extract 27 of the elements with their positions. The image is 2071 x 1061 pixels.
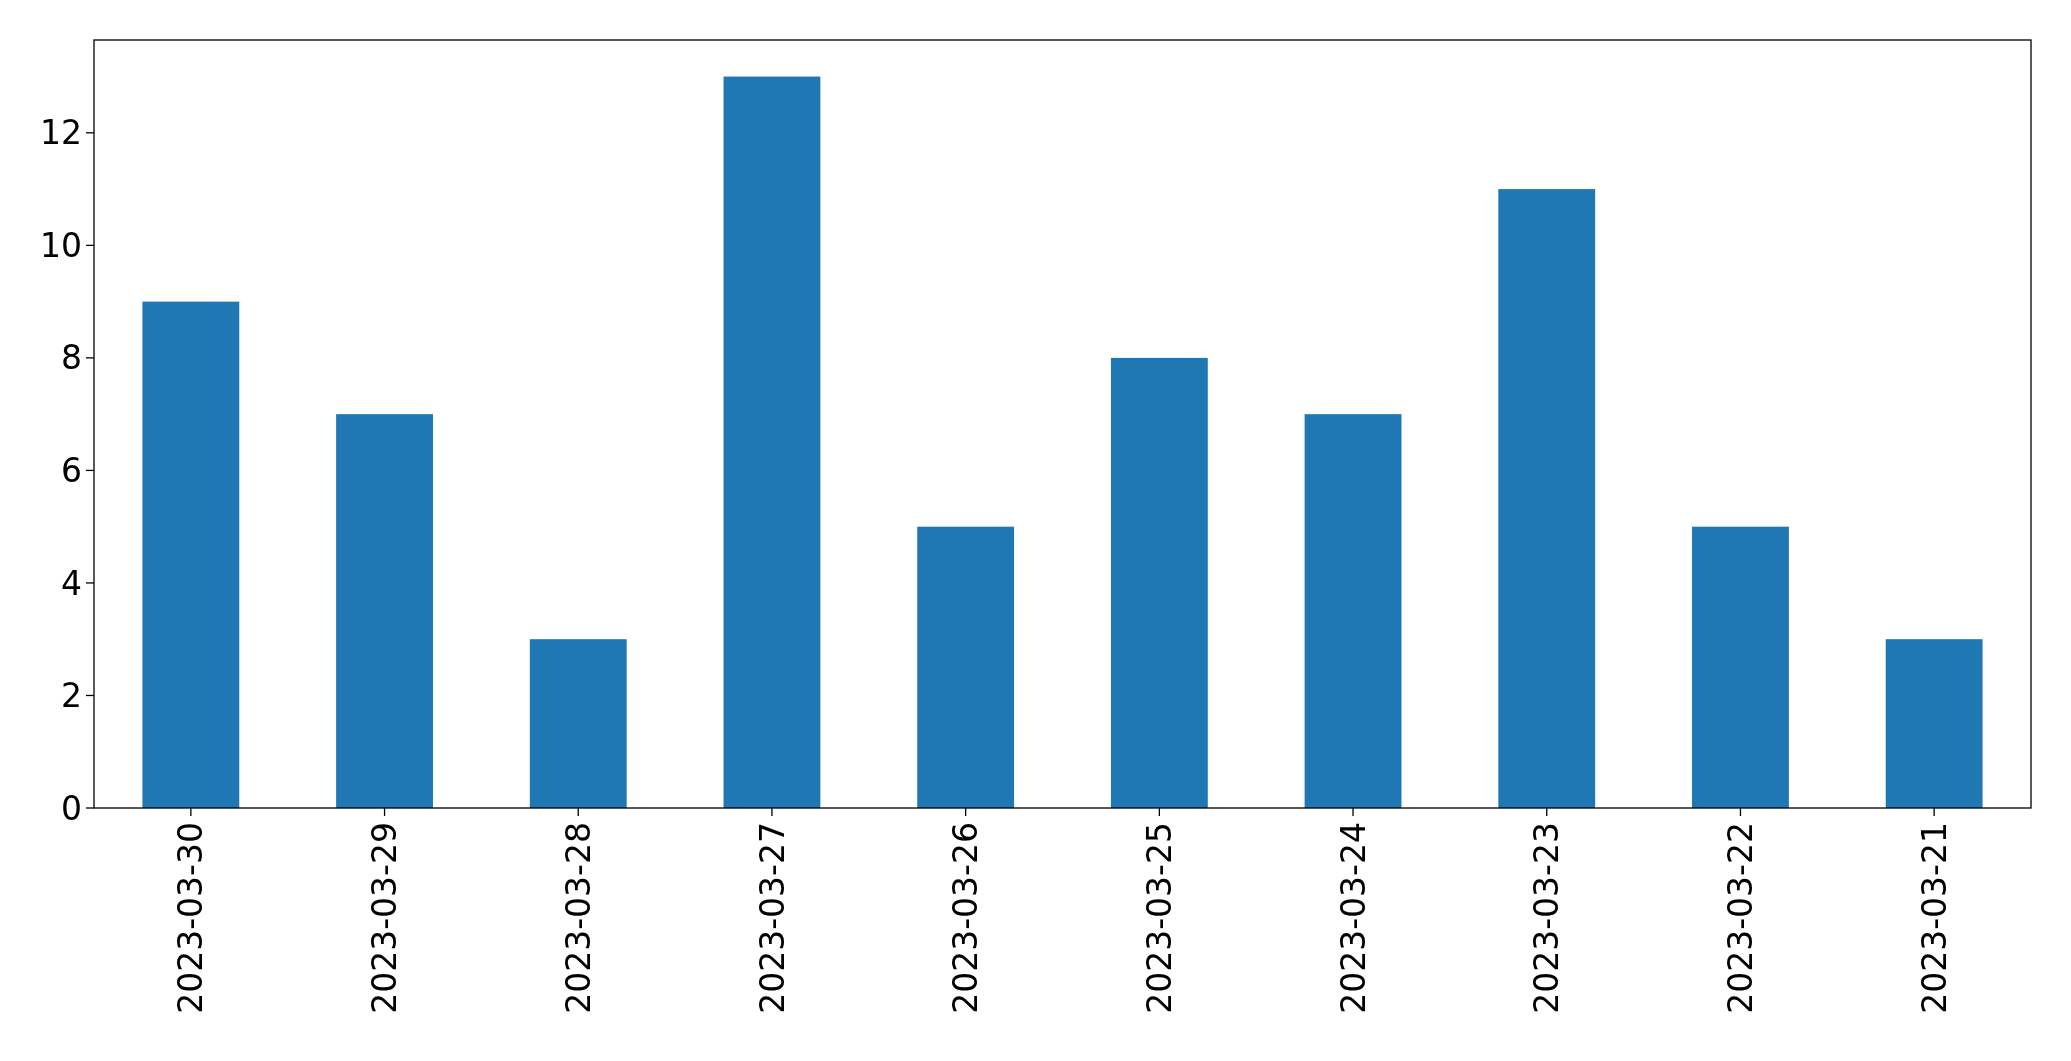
bar	[529, 639, 627, 808]
x-tick-label: 2023-03-28	[558, 822, 598, 1014]
x-tick-label: 2023-03-29	[365, 822, 405, 1014]
bar	[723, 76, 821, 808]
bar	[336, 414, 433, 808]
x-tick-label: 2023-03-25	[1139, 822, 1179, 1014]
x-tick-label: 2023-03-26	[946, 822, 986, 1014]
bar	[1304, 414, 1402, 808]
bar	[1885, 639, 1983, 808]
x-tick-label: 2023-03-21	[1914, 822, 1954, 1014]
y-tick-label: 6	[61, 450, 82, 490]
y-tick-label: 2	[61, 676, 82, 716]
y-tick-label: 0	[61, 788, 82, 828]
y-tick-label: 12	[40, 113, 82, 153]
x-tick-label: 2023-03-30	[171, 822, 211, 1014]
x-tick-label: 2023-03-22	[1721, 822, 1760, 1014]
y-tick-label: 4	[61, 563, 82, 603]
y-tick-label: 8	[61, 338, 82, 378]
x-tick-label: 2023-03-27	[752, 822, 792, 1014]
bar	[917, 526, 1015, 808]
bar	[142, 301, 240, 808]
x-tick-label: 2023-03-23	[1527, 822, 1567, 1014]
x-tick-label: 2023-03-24	[1333, 822, 1373, 1014]
bar	[1692, 526, 1789, 808]
y-tick-label: 10	[40, 225, 82, 265]
bar	[1110, 357, 1208, 808]
bar	[1498, 189, 1596, 808]
